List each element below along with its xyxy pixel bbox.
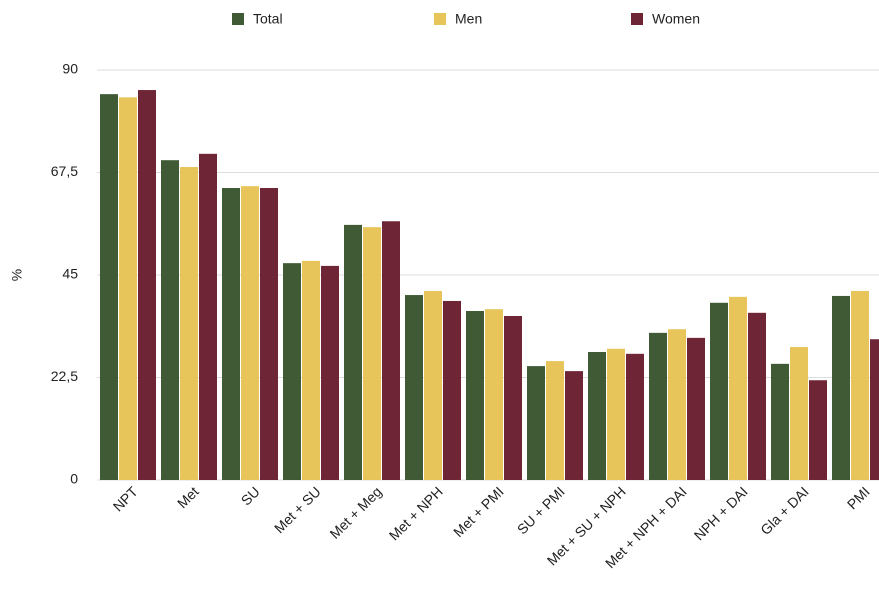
x-tick-label: Met + SU [271,483,324,536]
bar [588,351,606,480]
bar [485,309,503,480]
x-tick-label: NPH + DAI [691,483,751,543]
bar [668,329,686,480]
x-tick-label: Met + Meg [326,483,384,541]
x-tick-label: Gla + DAI [757,483,812,538]
bar [424,290,442,480]
bar [302,260,320,480]
bar [710,302,728,480]
x-tick-label: SU [238,483,263,508]
bar [809,380,827,480]
legend-label: Total [253,11,283,27]
bar [527,366,545,480]
bar [321,265,339,480]
bar [565,371,583,480]
bar [687,337,705,480]
x-tick-label: Met + PMI [450,483,507,540]
bar [100,94,118,481]
bar [199,153,217,481]
y-tick-label: 45 [62,266,78,282]
bar [283,263,301,480]
x-tick-label: SU + PMI [514,483,568,537]
bar [870,339,879,480]
bar [405,295,423,480]
bar [222,187,240,480]
bar [748,312,766,480]
bar [771,363,789,480]
bar [790,346,808,480]
y-tick-label: 0 [70,471,78,487]
bar [504,316,522,480]
bar [344,224,362,480]
bar [119,97,137,480]
bar [546,361,564,480]
bar [626,353,644,480]
bar [443,300,461,480]
bar [851,290,869,480]
legend-label: Men [455,11,482,27]
bar [138,90,156,481]
legend-label: Women [652,11,700,27]
y-tick-label: 90 [62,61,78,77]
bar [382,221,400,480]
legend-swatch [434,13,446,25]
bar [363,227,381,480]
bar [180,167,198,481]
legend-swatch [631,13,643,25]
bar [260,187,278,480]
x-tick-label: NPT [110,483,141,514]
y-tick-label: 22,5 [51,368,78,384]
bar [161,160,179,480]
bar [729,296,747,480]
bar [466,310,484,480]
y-tick-label: 67,5 [51,163,78,179]
bar [649,332,667,480]
bar [607,348,625,480]
bar [241,186,259,480]
x-tick-label: PMI [844,483,873,512]
bar [832,295,850,480]
x-tick-label: Met + NPH [386,483,446,543]
x-tick-label: Met [174,483,202,511]
legend-swatch [232,13,244,25]
y-axis-label: % [9,269,25,281]
